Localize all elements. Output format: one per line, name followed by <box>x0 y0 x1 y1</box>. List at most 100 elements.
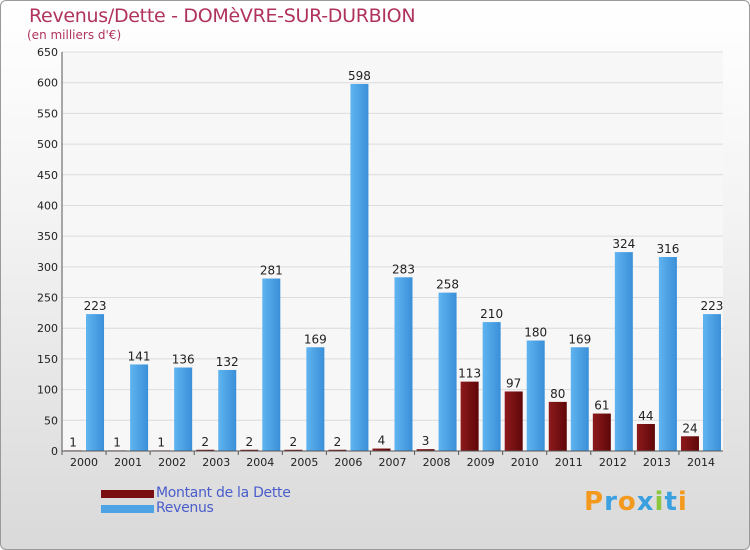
y-tick-label: 650 <box>37 46 58 59</box>
bars: 1 223 1 141 1 136 2 132 2 281 2 169 2 598 4 283 3 258 113 2… <box>64 69 724 452</box>
bar-debt-2011 <box>548 401 567 451</box>
bar-revenue-2008 <box>438 292 457 451</box>
x-tick-label: 2003 <box>202 456 230 469</box>
y-tick-label: 550 <box>37 107 58 120</box>
bar-revenue-2012 <box>614 252 633 451</box>
x-tick-label: 2011 <box>555 456 583 469</box>
value-label-debt-2002: 1 <box>157 435 165 449</box>
bar-revenue-2013 <box>658 257 677 451</box>
y-axis: 0 50 100 150 200 250 300 350 400 450 500 550 600 650 <box>37 46 63 458</box>
bar-revenue-2002 <box>174 367 193 451</box>
logo-letter: r <box>604 487 618 517</box>
value-label-revenue-2005: 169 <box>304 332 327 346</box>
chart-subtitle: (en milliers d'€) <box>27 28 122 42</box>
x-tick-label: 2009 <box>467 456 495 469</box>
x-axis: 2000 2001 2002 2003 2004 2005 2006 2007 2008 2009… <box>61 450 723 469</box>
value-label-revenue-2013: 316 <box>656 242 679 256</box>
value-label-debt-2003: 2 <box>201 435 209 449</box>
y-tick-label: 50 <box>44 414 58 427</box>
value-label-debt-2008: 3 <box>422 434 430 448</box>
grid-lines <box>62 51 723 452</box>
x-tick-label: 2005 <box>290 456 318 469</box>
value-label-debt-2011: 80 <box>550 387 565 401</box>
bar-revenue-2010 <box>526 340 545 451</box>
value-label-debt-2012: 61 <box>594 399 609 413</box>
x-tick-label: 2008 <box>423 456 451 469</box>
bar-revenue-2011 <box>570 347 589 451</box>
value-label-debt-2009: 113 <box>458 367 481 381</box>
logo-letter: x <box>636 487 655 517</box>
value-label-debt-2013: 44 <box>638 409 653 423</box>
bar-revenue-2005 <box>306 347 325 451</box>
chart-title: Revenus/Dette - DOMèVRE-SUR-DURBION <box>29 5 416 27</box>
x-tick-label: 2006 <box>334 456 362 469</box>
bar-revenue-2003 <box>218 369 237 451</box>
value-label-revenue-2001: 141 <box>128 349 151 363</box>
x-tick-label: 2000 <box>70 456 98 469</box>
proxiti-logo: Proxiti <box>584 487 688 517</box>
x-tick-label: 2001 <box>114 456 142 469</box>
value-label-revenue-2014: 223 <box>701 299 724 313</box>
legend-label-debt: Montant de la Dette <box>156 485 291 501</box>
bar-debt-2009 <box>460 381 479 451</box>
legend-label-revenue: Revenus <box>156 500 214 516</box>
value-label-revenue-2006: 598 <box>348 69 371 83</box>
y-tick-label: 200 <box>37 322 58 335</box>
value-label-revenue-2007: 283 <box>392 262 415 276</box>
bar-revenue-2004 <box>262 278 281 451</box>
value-label-revenue-2008: 258 <box>436 278 459 292</box>
y-tick-label: 400 <box>37 199 58 212</box>
y-tick-label: 300 <box>37 261 58 274</box>
value-label-revenue-2011: 169 <box>568 332 591 346</box>
value-label-debt-2001: 1 <box>113 435 121 449</box>
bar-debt-2007 <box>372 448 391 451</box>
y-tick-label: 100 <box>37 384 58 397</box>
y-tick-label: 150 <box>37 353 58 366</box>
x-tick-label: 2013 <box>643 456 671 469</box>
value-label-debt-2010: 97 <box>506 376 521 390</box>
bar-revenue-2014 <box>702 314 721 451</box>
y-tick-label: 450 <box>37 169 58 182</box>
value-label-revenue-2003: 132 <box>216 355 239 369</box>
value-label-debt-2000: 1 <box>69 435 77 449</box>
x-tick-label: 2004 <box>246 456 274 469</box>
value-label-revenue-2010: 180 <box>524 326 547 340</box>
y-tick-label: 350 <box>37 230 58 243</box>
bar-debt-2006 <box>328 449 347 451</box>
y-tick-label: 250 <box>37 292 58 305</box>
logo-letter: o <box>617 487 637 517</box>
logo-letter: t <box>664 487 678 517</box>
logo-letter: i <box>654 487 665 517</box>
value-label-revenue-2012: 324 <box>612 237 635 251</box>
bar-debt-2014 <box>680 436 699 451</box>
legend-swatch-debt <box>101 490 154 498</box>
bar-revenue-2001 <box>130 364 149 451</box>
bar-debt-2013 <box>636 423 655 451</box>
x-tick-label: 2010 <box>511 456 539 469</box>
logo-letter: i <box>677 487 688 517</box>
y-tick-label: 500 <box>37 138 58 151</box>
bar-debt-2012 <box>592 413 611 451</box>
value-label-debt-2006: 2 <box>334 435 342 449</box>
bar-revenue-2000 <box>86 314 105 451</box>
y-tick-label: 0 <box>51 445 58 458</box>
x-tick-label: 2012 <box>599 456 627 469</box>
bar-debt-2005 <box>284 449 303 451</box>
value-label-debt-2005: 2 <box>290 435 298 449</box>
x-tick-label: 2002 <box>158 456 186 469</box>
bar-debt-2004 <box>240 449 259 451</box>
value-label-revenue-2000: 223 <box>84 299 107 313</box>
bar-debt-2003 <box>196 449 215 451</box>
value-label-debt-2007: 4 <box>378 434 386 448</box>
bar-revenue-2007 <box>394 277 413 451</box>
bar-debt-2008 <box>416 449 435 451</box>
value-label-revenue-2002: 136 <box>172 353 195 367</box>
bar-revenue-2009 <box>482 322 501 451</box>
legend-swatch-revenue <box>101 505 154 513</box>
bar-revenue-2006 <box>350 83 369 452</box>
x-tick-label: 2007 <box>379 456 407 469</box>
bar-debt-2010 <box>504 391 523 451</box>
value-label-revenue-2004: 281 <box>260 264 283 278</box>
